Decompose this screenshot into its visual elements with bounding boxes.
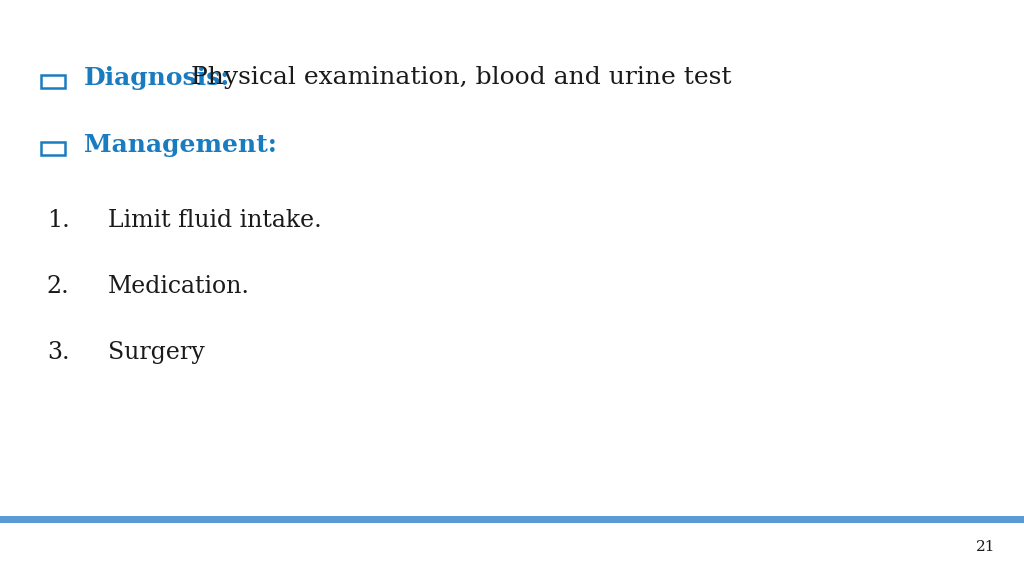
Bar — [0, 516, 1024, 523]
Text: Limit fluid intake.: Limit fluid intake. — [108, 209, 322, 232]
Text: Surgery: Surgery — [108, 341, 204, 364]
Text: Physical examination, blood and urine test: Physical examination, blood and urine te… — [183, 66, 732, 89]
Text: Diagnosis:: Diagnosis: — [84, 66, 230, 90]
Text: 3.: 3. — [47, 341, 70, 364]
Text: Medication.: Medication. — [108, 275, 250, 298]
Text: 2.: 2. — [47, 275, 70, 298]
Text: Management:: Management: — [84, 133, 276, 157]
Bar — [41, 142, 65, 156]
Text: 21: 21 — [976, 540, 995, 554]
Text: 1.: 1. — [47, 209, 70, 232]
Bar — [41, 75, 65, 88]
